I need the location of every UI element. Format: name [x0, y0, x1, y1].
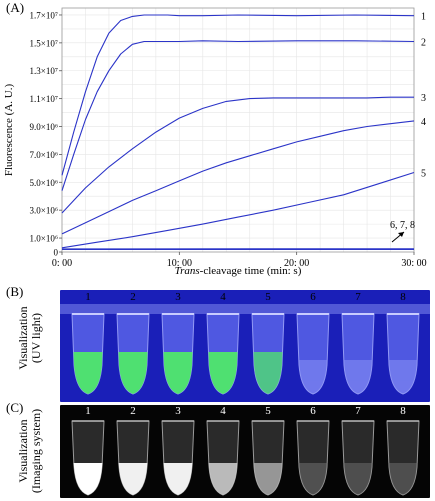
- y-tick-label: 1.1×10⁷: [30, 94, 58, 104]
- plot-area-frame: [62, 8, 414, 252]
- tube-number-c-1: 1: [85, 405, 91, 417]
- y-tick-label: 1.5×10⁷: [30, 38, 58, 48]
- series-end-label-3: 3: [421, 93, 426, 104]
- x-tick-label: 30: 00: [401, 258, 426, 269]
- y-tick-label: 0: [54, 248, 59, 258]
- tube-number-b-1: 1: [85, 291, 91, 303]
- tube-number-c-3: 3: [175, 405, 181, 417]
- tube-number-c-5: 5: [265, 405, 271, 417]
- tube-number-b-3: 3: [175, 291, 181, 303]
- panel-c-side-label-line2: (Imaging system): [30, 401, 43, 501]
- x-axis-label: Trans-cleavage time (min: s): [175, 265, 302, 277]
- x-axis-label-rest: -cleavage time (min: s): [200, 265, 302, 277]
- series-end-label-2: 2: [421, 37, 426, 48]
- y-tick-label: 1.7×10⁷: [30, 10, 58, 20]
- y-axis-label: Fluorescence (A. U.): [3, 84, 15, 177]
- panel-b-side-label-line2: (UV light): [30, 288, 43, 388]
- x-axis-label-italic: Trans: [175, 265, 200, 277]
- series-end-label-4: 4: [421, 117, 426, 128]
- tube-number-b-2: 2: [130, 291, 136, 303]
- y-tick-label: 1.3×10⁷: [30, 66, 58, 76]
- y-tick-label: 1.0×10⁶: [30, 234, 58, 244]
- series-line-1: [62, 15, 414, 175]
- imaging-system-photo: 1 2 3 4 5 6 7 8: [60, 405, 430, 498]
- tube-number-b-6: 6: [310, 291, 316, 303]
- annotation-6-7-8: 6, 7, 8: [390, 220, 415, 231]
- fluorescence-chart: 0 1.0×10⁶ 3.0×10⁶ 5.0×10⁶ 7.0×10⁶ 9.0×10⁶ 1.1×…: [0, 0, 435, 280]
- tube-number-b-5: 5: [265, 291, 271, 303]
- tube-number-b-7: 7: [355, 291, 361, 303]
- tube-number-c-4: 4: [220, 405, 226, 417]
- tube-number-c-8: 8: [400, 405, 406, 417]
- series-end-label-1: 1: [421, 12, 426, 23]
- tube-number-b-4: 4: [220, 291, 226, 303]
- tube-number-c-2: 2: [130, 405, 136, 417]
- y-tick-label: 7.0×10⁶: [30, 150, 58, 160]
- tube-number-c-6: 6: [310, 405, 316, 417]
- tube-rack-bar: [60, 304, 430, 314]
- panel-b-side-label: Visualization (UV light): [17, 288, 43, 388]
- series-line-3: [62, 97, 414, 213]
- tube-number-c-7: 7: [355, 405, 361, 417]
- series-end-label-5: 5: [421, 169, 426, 180]
- x-tick-label: 0: 00: [52, 258, 72, 269]
- y-tick-label: 5.0×10⁶: [30, 178, 58, 188]
- y-tick-label: 9.0×10⁶: [30, 122, 58, 132]
- imaging-photo-background: [60, 405, 430, 498]
- tube-number-b-8: 8: [400, 291, 406, 303]
- y-tick-label: 3.0×10⁶: [30, 206, 58, 216]
- panel-c-side-label: Visualization (Imaging system): [17, 401, 43, 501]
- uv-light-photo: 1 2 3 4 5 6 7 8: [60, 290, 430, 402]
